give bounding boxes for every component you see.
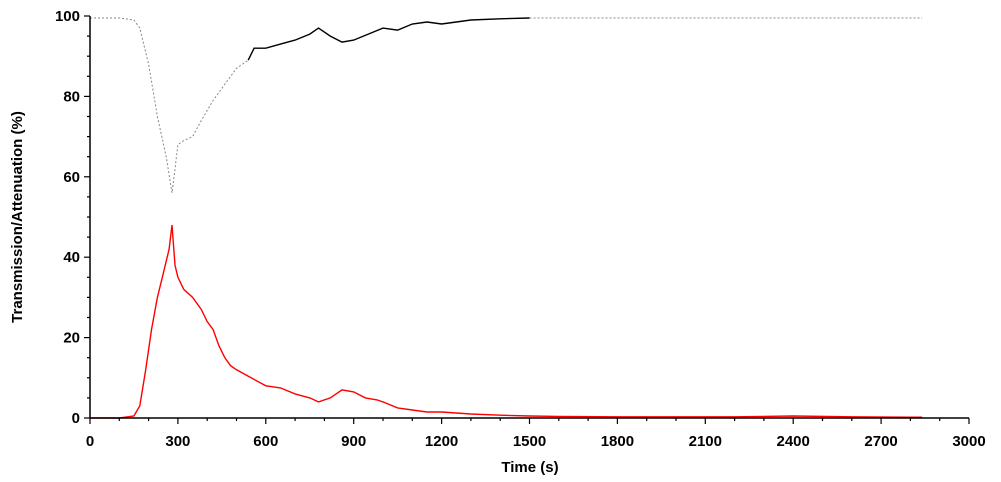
- x-tick-label: 600: [253, 433, 278, 450]
- y-tick-label: 80: [63, 88, 80, 105]
- transmission-solid: [247, 17, 530, 61]
- y-ticks: 0 20 40 60 80 100: [55, 8, 90, 427]
- y-tick-label: 0: [72, 410, 80, 427]
- x-tick-label: 300: [165, 433, 190, 450]
- transmission-dotted-start: [90, 17, 255, 193]
- y-axis-title: Transmission/Attenuation (%): [9, 111, 26, 323]
- attenuation-line: [90, 224, 923, 419]
- y-tick-label: 40: [63, 249, 80, 266]
- y-tick-label: 20: [63, 330, 80, 347]
- axes-layer: [89, 16, 969, 419]
- x-tick-label: 3000: [952, 433, 985, 450]
- x-tick-label: 1500: [513, 433, 546, 450]
- x-tick-label: 900: [341, 433, 366, 450]
- y-tick-label: 100: [55, 8, 80, 25]
- x-tick-label: 1200: [425, 433, 458, 450]
- x-tick-label: 2700: [864, 433, 897, 450]
- x-tick-label: 0: [86, 433, 94, 450]
- x-tick-label: 2400: [777, 433, 810, 450]
- x-tick-label: 1800: [601, 433, 634, 450]
- series-layer: [90, 17, 923, 419]
- x-axis-title: Time (s): [501, 459, 558, 476]
- y-tick-label: 60: [63, 169, 80, 186]
- x-tick-label: 2100: [689, 433, 722, 450]
- x-ticks: 0 300 600 900 1200 1500 1800 2100 2400 2700 3000: [86, 418, 986, 450]
